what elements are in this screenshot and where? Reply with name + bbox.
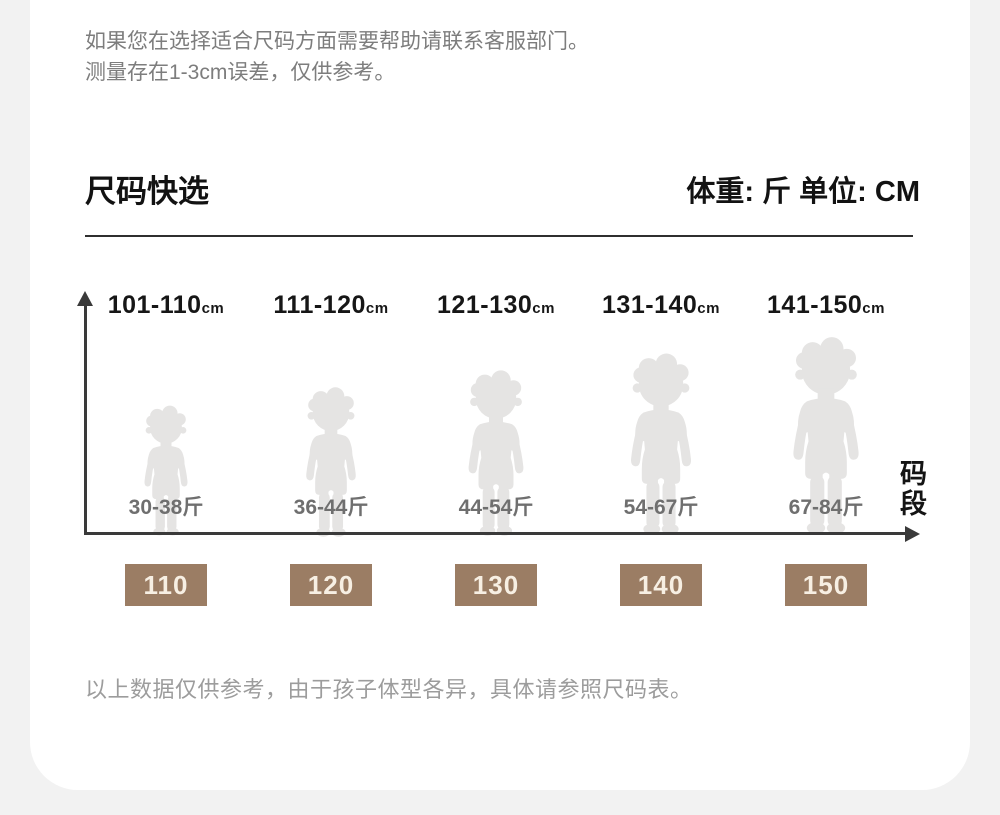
- size-badge: 110: [125, 564, 207, 606]
- divider: [85, 235, 913, 237]
- height-range-value: 101-110: [107, 291, 202, 319]
- size-badge: 120: [290, 564, 372, 606]
- height-range-value: 131-140: [602, 291, 698, 319]
- page-title: 尺码快选: [85, 174, 209, 209]
- footnote: 以上数据仅供参考，由于孩子体型各异，具体请参照尺码表。: [85, 677, 693, 702]
- height-range-label: 131-140cm: [551, 291, 771, 320]
- content-card: 如果您在选择适合尺码方面需要帮助请联系客服部门。 测量存在1-3cm误差，仅供参…: [30, 0, 970, 790]
- y-axis-line: [84, 303, 87, 534]
- arrow-right-icon: [905, 526, 920, 542]
- notice-line-2: 测量存在1-3cm误差，仅供参考。: [85, 61, 396, 84]
- height-range-label: 111-120cm: [221, 291, 441, 320]
- units-label: 体重: 斤 单位: CM: [686, 176, 920, 208]
- cm-unit: cm: [201, 300, 225, 317]
- height-range-value: 111-120: [273, 291, 366, 319]
- notice-text: 如果您在选择适合尺码方面需要帮助请联系客服部门。 测量存在1-3cm误差，仅供参…: [85, 26, 589, 88]
- weight-range-label: 36-44斤: [293, 496, 369, 519]
- height-range-label: 141-150cm: [716, 291, 936, 320]
- height-range-label: 121-130cm: [386, 291, 606, 320]
- cm-unit: cm: [697, 300, 720, 317]
- size-badge: 140: [620, 564, 702, 606]
- weight-range-label: 44-54斤: [458, 496, 534, 519]
- arrow-up-icon: [77, 291, 93, 306]
- cm-unit: cm: [862, 300, 885, 317]
- cm-unit: cm: [365, 300, 389, 317]
- notice-line-1: 如果您在选择适合尺码方面需要帮助请联系客服部门。: [85, 30, 589, 53]
- weight-range-label: 67-84斤: [788, 496, 864, 519]
- cm-unit: cm: [532, 300, 555, 317]
- size-badge: 150: [785, 564, 867, 606]
- weight-range-label: 30-38斤: [128, 496, 204, 519]
- height-range-value: 141-150: [767, 291, 863, 319]
- x-axis-label: 码段: [896, 459, 926, 519]
- weight-range-label: 54-67斤: [623, 496, 699, 519]
- height-range-value: 121-130: [437, 291, 533, 319]
- height-range-label: 101-110cm: [56, 291, 276, 320]
- size-badge: 130: [455, 564, 537, 606]
- x-axis-line: [84, 532, 906, 535]
